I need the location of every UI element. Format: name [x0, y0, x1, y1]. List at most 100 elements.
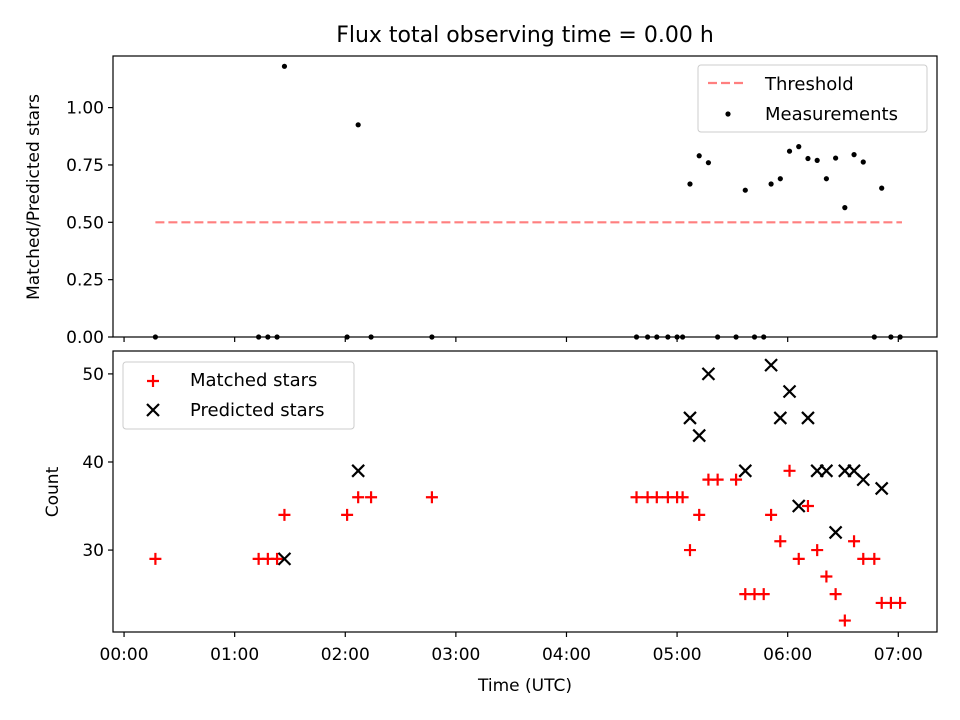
x-tick-label: 03:00: [431, 645, 480, 665]
matched-star-point: [271, 552, 284, 565]
measurement-point: [344, 334, 350, 340]
legend-matched-swatch: [147, 375, 159, 387]
measurement-point: [833, 155, 839, 161]
measurement-point: [256, 334, 262, 340]
measurement-points: [152, 63, 903, 340]
measurement-point: [265, 334, 271, 340]
measurement-point: [860, 159, 866, 165]
measurement-point: [152, 334, 158, 340]
measurement-point: [761, 334, 767, 340]
y-tick-label: 0.50: [66, 213, 104, 233]
measurement-point: [814, 157, 820, 163]
matched-star-point: [783, 464, 796, 477]
matched-star-point: [857, 552, 870, 565]
x-tick-label: 04:00: [542, 645, 591, 665]
measurement-point: [633, 334, 640, 340]
bottom-panel: Count Time (UTC) 00:00 01:00 02:00 03:00 04:…: [43, 350, 938, 696]
measurement-point: [705, 160, 712, 166]
matched-star-point: [425, 491, 438, 504]
x-tick-label: 06:00: [763, 645, 812, 665]
y-tick-label: 40: [82, 453, 104, 473]
measurement-point: [842, 205, 848, 211]
top-y-axis-label: Matched/Predicted stars: [24, 94, 44, 300]
top-axis-ticks: 0.00 0.25 0.50 0.75 1.00: [66, 99, 899, 348]
x-tick-label: 01:00: [210, 645, 259, 665]
matched-star-point: [774, 535, 787, 548]
matched-star-point: [894, 596, 907, 609]
bottom-y-axis-label: Count: [43, 466, 63, 517]
measurement-point: [696, 153, 702, 159]
measurement-point: [786, 148, 793, 154]
matched-star-point: [848, 535, 861, 548]
x-tick-label: 05:00: [653, 645, 702, 665]
measurement-point: [879, 185, 885, 191]
legend-matched-label: Matched stars: [190, 370, 317, 391]
matched-star-point: [868, 552, 881, 565]
x-tick-label: 02:00: [321, 645, 370, 665]
top-plot-frame: [112, 55, 938, 338]
legend-predicted-swatch: [146, 403, 160, 417]
x-tick-label: 00:00: [100, 645, 149, 665]
measurement-point: [768, 181, 774, 187]
top-chart-title: Flux total observing time = 0.00 h: [336, 23, 714, 48]
predicted-star-point: [782, 384, 797, 399]
measurement-point: [368, 334, 374, 340]
matched-star-point: [811, 544, 824, 557]
measurement-point: [823, 176, 829, 182]
matched-star-point: [765, 508, 778, 521]
measurement-point: [687, 181, 693, 187]
measurement-point: [888, 334, 894, 340]
measurement-point: [654, 334, 660, 340]
matched-star-point: [365, 491, 378, 504]
matched-star-point: [730, 473, 743, 486]
matched-star-point: [829, 588, 842, 601]
predicted-star-point: [791, 499, 806, 513]
measurement-point: [851, 152, 857, 158]
matched-star-point: [341, 508, 354, 521]
top-panel: Flux total observing time = 0.00 h Match…: [24, 23, 938, 348]
matched-star-point: [838, 614, 851, 627]
legend-measurements-swatch: [725, 111, 731, 117]
legend-threshold-label: Threshold: [764, 74, 854, 95]
measurement-point: [733, 334, 739, 340]
matched-star-point: [801, 500, 814, 513]
top-legend: Threshold Measurements: [697, 64, 928, 133]
matched-star-point: [820, 570, 833, 583]
matched-star-point: [630, 491, 643, 504]
predicted-star-point: [764, 358, 778, 372]
matched-star-point: [278, 508, 291, 521]
matched-star-point: [792, 552, 805, 565]
y-tick-label: 50: [82, 365, 104, 385]
legend-measurements-label: Measurements: [765, 104, 898, 125]
y-tick-label: 0.75: [66, 156, 104, 176]
measurement-point: [674, 334, 680, 340]
bottom-legend-box: [122, 361, 355, 430]
measurement-point: [751, 334, 758, 340]
bottom-axis-ticks: 00:00 01:00 02:00 03:00 04:00 05:00 06:00 07:00…: [82, 365, 922, 665]
matched-star-point: [693, 508, 706, 521]
matched-star-point: [711, 473, 724, 486]
star-count-points: [149, 358, 907, 627]
measurement-point: [665, 334, 671, 340]
measurement-point: [274, 334, 280, 340]
matched-star-point: [352, 491, 365, 504]
matched-star-point: [676, 491, 689, 504]
y-tick-label: 30: [82, 541, 104, 561]
predicted-star-point: [773, 411, 788, 425]
measurement-point: [871, 334, 877, 340]
matched-star-point: [149, 552, 162, 565]
predicted-star-point: [828, 525, 843, 540]
predicted-star-point: [683, 411, 697, 425]
measurement-point: [796, 144, 802, 150]
legend-predicted-label: Predicted stars: [190, 400, 324, 421]
y-tick-label: 1.00: [66, 99, 104, 119]
measurement-point: [805, 155, 811, 162]
measurement-point: [429, 334, 435, 340]
predicted-star-point: [874, 481, 889, 496]
matched-star-point: [757, 588, 770, 601]
predicted-star-point: [692, 428, 706, 443]
x-tick-label: 07:00: [874, 645, 923, 665]
y-tick-label: 0.00: [66, 328, 104, 348]
bottom-plot-frame: [112, 350, 938, 633]
matched-star-point: [650, 491, 663, 504]
